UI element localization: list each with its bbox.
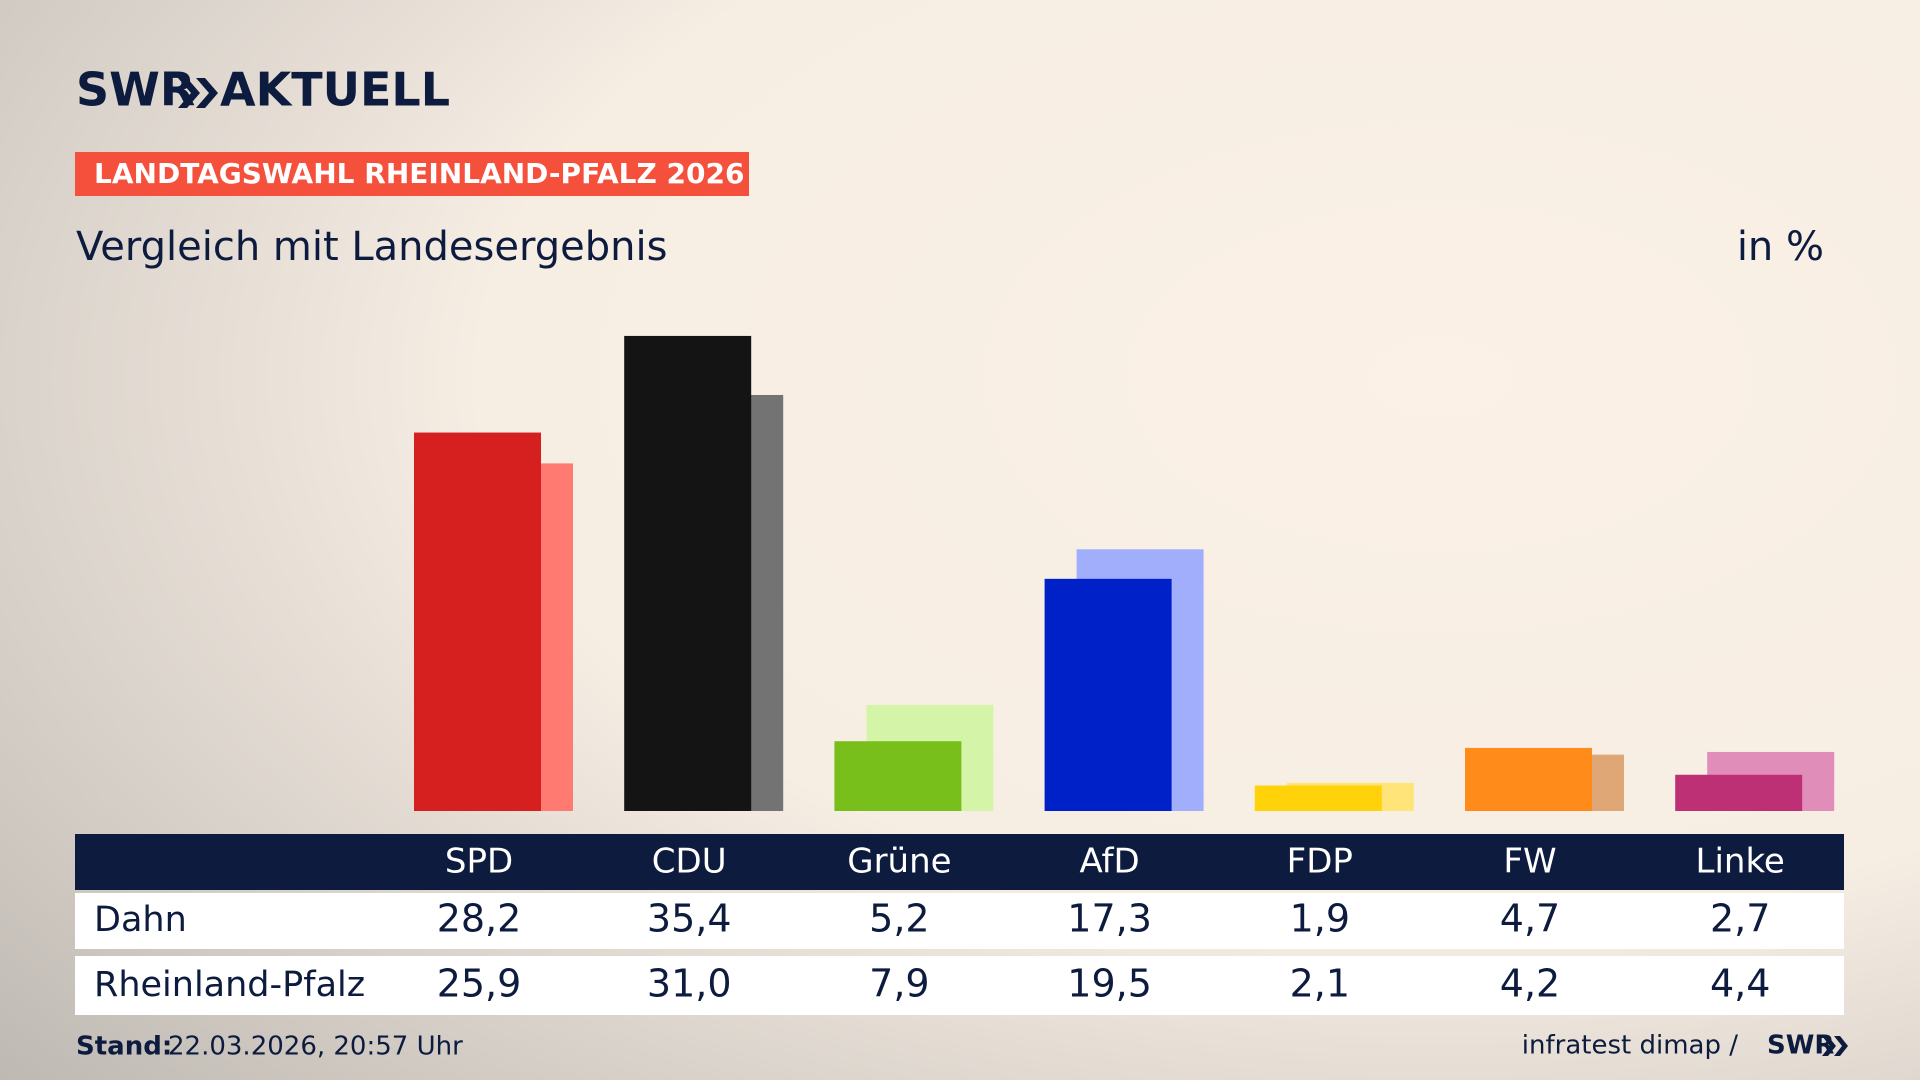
category-label: Grüne <box>847 842 951 882</box>
value-label: 2,1 <box>1290 962 1350 1006</box>
stand-label: Stand: <box>76 1032 172 1062</box>
logo-text: SWR <box>76 63 195 117</box>
value-label: 4,2 <box>1500 962 1560 1006</box>
category-label: FDP <box>1287 842 1353 882</box>
logo-chevrons <box>178 78 218 108</box>
kicker-banner <box>75 152 749 196</box>
value-label: 2,7 <box>1710 897 1770 941</box>
value-label: 25,9 <box>437 962 522 1006</box>
row-label: Rheinland-Pfalz <box>94 965 365 1005</box>
value-label: 35,4 <box>647 897 732 941</box>
chart-title: Vergleich mit Landesergebnis <box>76 224 667 270</box>
value-label: 31,0 <box>647 962 732 1006</box>
bar <box>834 741 962 811</box>
bar <box>1044 578 1172 811</box>
stand-value: 22.03.2026, 20:57 Uhr <box>168 1032 463 1062</box>
value-label: 19,5 <box>1067 962 1152 1006</box>
bar <box>1465 747 1592 811</box>
row-label: Dahn <box>94 900 187 940</box>
value-label: 17,3 <box>1067 897 1152 941</box>
category-label: CDU <box>652 842 727 882</box>
value-label: 5,2 <box>869 897 929 941</box>
value-label: 1,9 <box>1290 897 1350 941</box>
logo-product: AKTUELL <box>220 63 450 117</box>
kicker: LANDTAGSWAHL RHEINLAND-PFALZ 2026 <box>94 157 744 190</box>
source-chevrons <box>1822 1036 1848 1056</box>
bar <box>624 335 752 811</box>
bar <box>1254 785 1382 811</box>
bar <box>1675 774 1803 811</box>
value-label: 4,7 <box>1500 897 1560 941</box>
table-row <box>75 893 1844 949</box>
table-row <box>75 956 1844 1015</box>
category-label: SPD <box>445 842 513 882</box>
value-label: 7,9 <box>869 962 929 1006</box>
table-header <box>75 834 1844 890</box>
value-label: 28,2 <box>437 897 522 941</box>
category-label: FW <box>1503 842 1556 882</box>
category-label: AfD <box>1079 842 1139 882</box>
category-label: Linke <box>1696 842 1785 882</box>
value-label: 4,4 <box>1710 962 1770 1006</box>
bar <box>414 432 541 811</box>
source: infratest dimap / <box>1522 1031 1738 1061</box>
unit-label: in % <box>1737 224 1824 270</box>
